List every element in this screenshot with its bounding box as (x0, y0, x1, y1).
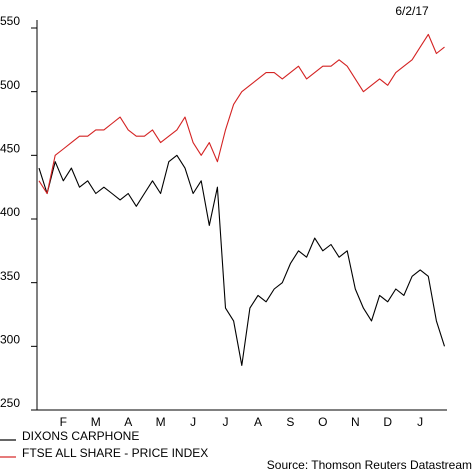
y-tick-label: 450 (0, 142, 20, 156)
y-tick-label: 550 (0, 14, 20, 28)
x-tick-label: F (60, 415, 67, 429)
x-tick-label: A (124, 415, 132, 429)
line-series (38, 33, 445, 195)
y-tick-label: 400 (0, 205, 20, 219)
line-series (38, 154, 446, 366)
x-tick-label: J (417, 415, 423, 429)
x-tick-label: O (318, 415, 327, 429)
y-tick-label: 350 (0, 269, 20, 283)
source-label: Source: Thomson Reuters Datastream (267, 458, 472, 472)
x-tick-label: N (351, 415, 360, 429)
x-tick-label: M (91, 415, 101, 429)
x-tick-label: M (156, 415, 166, 429)
legend-label: FTSE ALL SHARE - PRICE INDEX (22, 446, 208, 460)
x-tick-label: J (190, 415, 196, 429)
legend-label: DIXONS CARPHONE (22, 429, 139, 443)
date-label: 6/2/17 (395, 4, 429, 18)
x-tick-label: S (286, 415, 294, 429)
y-tick-label: 250 (0, 396, 20, 410)
x-tick-label: A (254, 415, 262, 429)
x-tick-label: J (223, 415, 229, 429)
y-tick-label: 300 (0, 333, 20, 347)
x-tick-label: D (383, 415, 392, 429)
y-tick-label: 500 (0, 78, 20, 92)
